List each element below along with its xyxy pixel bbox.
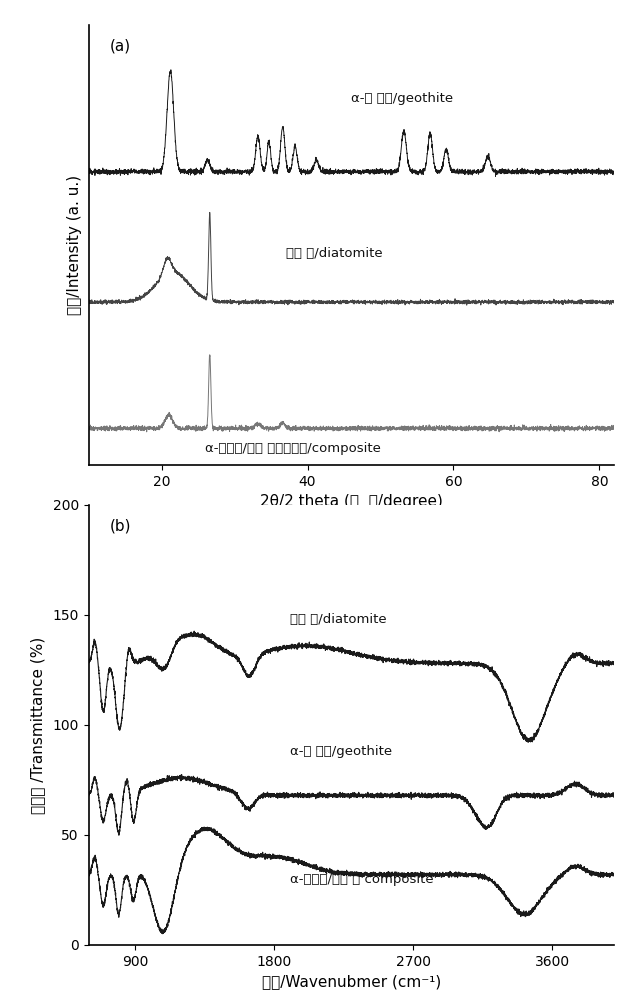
Text: 硅藻 土/diatomite: 硅藻 土/diatomite (289, 613, 386, 626)
Text: α-羟 基铁/geothite: α-羟 基铁/geothite (289, 745, 392, 758)
Text: α-羟 基铁/geothite: α-羟 基铁/geothite (351, 92, 453, 105)
X-axis label: 波长/Wavenubmer (cm⁻¹): 波长/Wavenubmer (cm⁻¹) (261, 974, 441, 989)
Text: (a): (a) (110, 38, 131, 53)
Text: α-羟基铁/硅藻 土复合材料/composite: α-羟基铁/硅藻 土复合材料/composite (205, 442, 381, 455)
X-axis label: 2θ/2 theta (角  度/degree): 2θ/2 theta (角 度/degree) (260, 494, 442, 509)
Y-axis label: 强度/Intensity (a. u.): 强度/Intensity (a. u.) (66, 175, 82, 315)
Text: (b): (b) (110, 518, 131, 533)
Text: α-羟基铁/硅藻 土 composite: α-羟基铁/硅藻 土 composite (289, 872, 433, 886)
Y-axis label: 透过率 /Transmittance (%): 透过率 /Transmittance (%) (30, 636, 46, 814)
Text: 硅藻 土/diatomite: 硅藻 土/diatomite (285, 247, 382, 260)
